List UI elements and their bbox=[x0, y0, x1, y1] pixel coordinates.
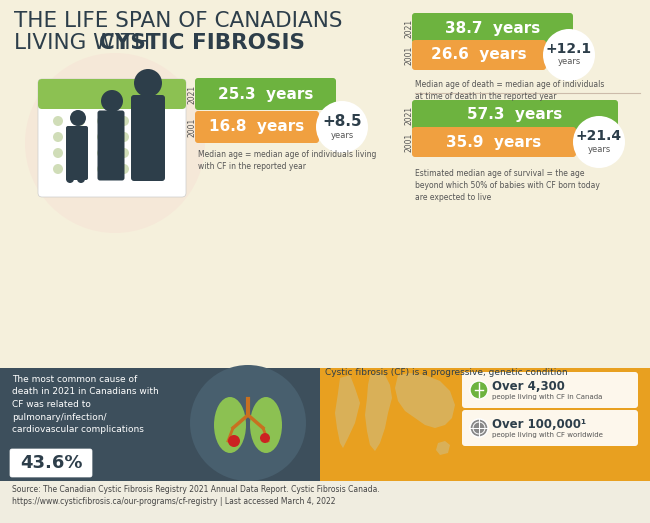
FancyBboxPatch shape bbox=[10, 449, 92, 477]
Text: Over 4,300: Over 4,300 bbox=[492, 380, 565, 392]
Text: 2001: 2001 bbox=[187, 117, 196, 137]
Text: +12.1: +12.1 bbox=[546, 42, 592, 56]
Circle shape bbox=[141, 164, 151, 174]
Circle shape bbox=[119, 164, 129, 174]
Text: 38.7  years: 38.7 years bbox=[445, 20, 540, 36]
Circle shape bbox=[141, 132, 151, 142]
Circle shape bbox=[134, 69, 162, 97]
Text: Cystic fibrosis (CF) is a progressive, genetic condition: Cystic fibrosis (CF) is a progressive, g… bbox=[325, 368, 567, 377]
Text: years: years bbox=[558, 58, 580, 66]
Text: Source: The Canadian Cystic Fibrosis Registry 2021 Annual Data Report. Cystic Fi: Source: The Canadian Cystic Fibrosis Reg… bbox=[12, 485, 380, 506]
FancyBboxPatch shape bbox=[195, 78, 336, 110]
Text: 57.3  years: 57.3 years bbox=[467, 108, 563, 122]
Circle shape bbox=[119, 132, 129, 142]
Circle shape bbox=[141, 148, 151, 158]
FancyBboxPatch shape bbox=[412, 127, 576, 157]
Circle shape bbox=[119, 148, 129, 158]
Text: 2001: 2001 bbox=[404, 46, 413, 65]
Circle shape bbox=[316, 101, 368, 153]
Circle shape bbox=[573, 116, 625, 168]
Text: CYSTIC FIBROSIS: CYSTIC FIBROSIS bbox=[99, 33, 305, 53]
Circle shape bbox=[543, 29, 595, 81]
Text: 2021: 2021 bbox=[187, 84, 196, 104]
Circle shape bbox=[141, 116, 151, 126]
Text: 43.6%: 43.6% bbox=[20, 454, 83, 472]
FancyBboxPatch shape bbox=[412, 13, 573, 43]
Bar bbox=[0, 481, 650, 523]
Circle shape bbox=[53, 148, 63, 158]
FancyBboxPatch shape bbox=[98, 110, 125, 180]
Circle shape bbox=[97, 132, 107, 142]
Circle shape bbox=[119, 116, 129, 126]
FancyBboxPatch shape bbox=[462, 410, 638, 446]
FancyBboxPatch shape bbox=[38, 79, 186, 197]
FancyBboxPatch shape bbox=[462, 372, 638, 408]
Circle shape bbox=[228, 435, 240, 447]
Circle shape bbox=[101, 90, 123, 112]
Circle shape bbox=[75, 148, 85, 158]
Circle shape bbox=[75, 116, 85, 126]
Circle shape bbox=[97, 148, 107, 158]
Circle shape bbox=[190, 365, 306, 481]
Bar bbox=[0, 368, 650, 481]
Text: 35.9  years: 35.9 years bbox=[447, 134, 541, 150]
FancyBboxPatch shape bbox=[131, 95, 165, 181]
Text: 2001: 2001 bbox=[404, 132, 413, 152]
Circle shape bbox=[97, 164, 107, 174]
Circle shape bbox=[75, 132, 85, 142]
Text: 26.6  years: 26.6 years bbox=[431, 48, 526, 63]
Bar bbox=[42, 89, 182, 105]
Text: LIVING WITH: LIVING WITH bbox=[14, 33, 157, 53]
Polygon shape bbox=[260, 368, 320, 481]
Text: Median age = median age of individuals living
with CF in the reported year: Median age = median age of individuals l… bbox=[198, 150, 376, 171]
FancyBboxPatch shape bbox=[66, 126, 88, 180]
Circle shape bbox=[66, 175, 74, 183]
Polygon shape bbox=[335, 375, 360, 448]
FancyBboxPatch shape bbox=[412, 100, 618, 130]
FancyBboxPatch shape bbox=[412, 40, 546, 70]
Ellipse shape bbox=[214, 397, 246, 453]
Polygon shape bbox=[270, 368, 320, 481]
Text: 25.3  years: 25.3 years bbox=[218, 86, 313, 101]
FancyBboxPatch shape bbox=[38, 79, 186, 109]
Text: Estimated median age of survival = the age
beyond which 50% of babies with CF bo: Estimated median age of survival = the a… bbox=[415, 169, 600, 201]
Circle shape bbox=[470, 381, 488, 399]
Text: years: years bbox=[330, 131, 354, 140]
Bar bbox=[320, 368, 650, 481]
Circle shape bbox=[25, 53, 205, 233]
Circle shape bbox=[77, 175, 85, 183]
Circle shape bbox=[70, 110, 86, 126]
Circle shape bbox=[53, 164, 63, 174]
Text: people living with CF worldwide: people living with CF worldwide bbox=[492, 432, 603, 438]
Text: 16.8  years: 16.8 years bbox=[209, 119, 305, 134]
Text: +21.4: +21.4 bbox=[576, 129, 622, 143]
Circle shape bbox=[75, 164, 85, 174]
Ellipse shape bbox=[250, 397, 282, 453]
Polygon shape bbox=[436, 441, 450, 455]
Text: Over 100,000¹: Over 100,000¹ bbox=[492, 417, 586, 430]
Text: people living with CF in Canada: people living with CF in Canada bbox=[492, 394, 603, 400]
Text: THE LIFE SPAN OF CANADIANS: THE LIFE SPAN OF CANADIANS bbox=[14, 11, 343, 31]
Text: 2021: 2021 bbox=[404, 106, 413, 124]
Text: years: years bbox=[588, 144, 610, 153]
Text: The most common cause of
death in 2021 in Canadians with
CF was related to
pulmo: The most common cause of death in 2021 i… bbox=[12, 375, 159, 434]
Text: 2021: 2021 bbox=[404, 18, 413, 38]
Text: Median age of death = median age of individuals
at time of death in the reported: Median age of death = median age of indi… bbox=[415, 80, 604, 101]
Circle shape bbox=[53, 132, 63, 142]
Circle shape bbox=[260, 433, 270, 443]
Polygon shape bbox=[395, 373, 455, 428]
Text: +8.5: +8.5 bbox=[322, 115, 362, 130]
Polygon shape bbox=[365, 373, 392, 451]
Circle shape bbox=[97, 116, 107, 126]
Circle shape bbox=[470, 419, 488, 437]
FancyBboxPatch shape bbox=[195, 111, 319, 143]
Circle shape bbox=[53, 116, 63, 126]
